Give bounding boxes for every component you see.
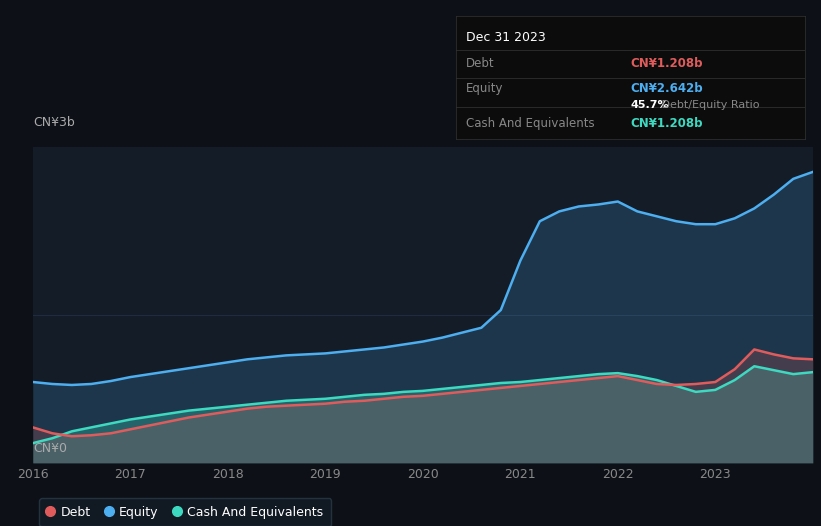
Text: CN¥1.208b: CN¥1.208b [631, 117, 703, 130]
Text: Dec 31 2023: Dec 31 2023 [466, 31, 546, 44]
Text: Equity: Equity [466, 82, 503, 95]
Text: Cash And Equivalents: Cash And Equivalents [466, 117, 594, 130]
Legend: Debt, Equity, Cash And Equivalents: Debt, Equity, Cash And Equivalents [39, 498, 331, 526]
Text: CN¥3b: CN¥3b [33, 116, 75, 129]
Text: CN¥0: CN¥0 [33, 442, 67, 455]
Text: Debt: Debt [466, 57, 495, 70]
Text: Debt/Equity Ratio: Debt/Equity Ratio [658, 100, 759, 110]
Text: CN¥1.208b: CN¥1.208b [631, 57, 703, 70]
Text: CN¥2.642b: CN¥2.642b [631, 82, 703, 95]
Text: 45.7%: 45.7% [631, 100, 669, 110]
